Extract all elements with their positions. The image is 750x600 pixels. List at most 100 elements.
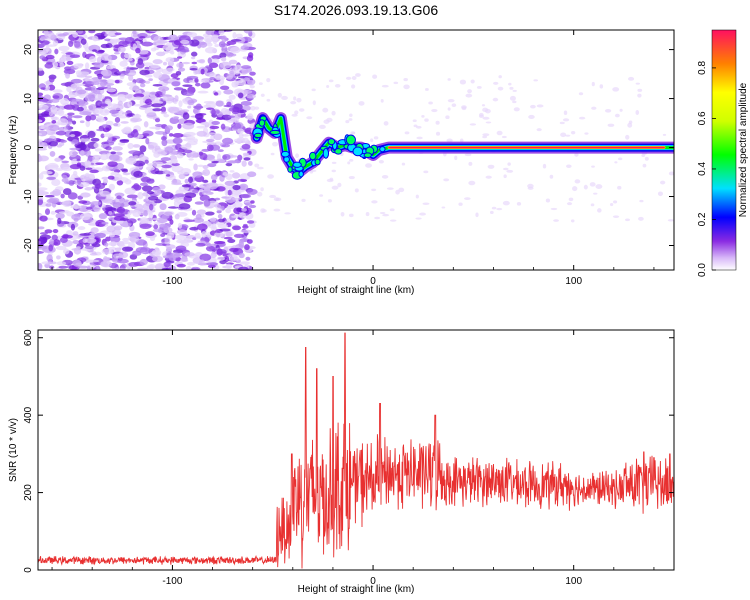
snr-ytick-label: 200 (23, 484, 34, 501)
noise-cell (89, 169, 99, 174)
noise-cell (205, 211, 215, 216)
noise-cell (237, 178, 247, 182)
sparse-cell (485, 121, 492, 124)
noise-cell (139, 145, 147, 153)
noise-cell (88, 30, 96, 34)
noise-cell (249, 85, 255, 89)
sparse-cell (345, 119, 350, 124)
noise-cell (51, 179, 61, 187)
noise-cell (51, 234, 58, 241)
noise-cell (94, 148, 102, 152)
noise-cell (105, 146, 112, 151)
noise-cell (219, 85, 230, 91)
noise-cell (77, 265, 89, 269)
sparse-cell (590, 203, 595, 207)
sparse-cell (644, 156, 649, 161)
sparse-cell (599, 84, 604, 89)
spectrogram-frame (37, 29, 675, 271)
noise-cell (232, 225, 242, 231)
noise-cell (219, 61, 232, 69)
noise-cell (217, 214, 223, 219)
noise-cell (66, 60, 74, 66)
noise-cell (104, 33, 109, 37)
noise-cell (163, 237, 171, 245)
noise-cell (60, 139, 67, 143)
noise-cell (209, 125, 220, 130)
noise-cell (194, 232, 201, 239)
noise-cell (68, 150, 78, 158)
noise-cell (120, 121, 129, 124)
noise-cell (238, 266, 249, 270)
sparse-cell (470, 79, 475, 84)
noise-cell (79, 138, 91, 143)
noise-cell (131, 206, 136, 210)
noise-cell (174, 213, 180, 220)
noise-cell (88, 44, 101, 52)
noise-cell (189, 39, 200, 47)
noise-cell (219, 228, 231, 232)
sparse-cell (331, 161, 337, 164)
noise-cell (171, 158, 178, 164)
noise-cell (214, 197, 221, 201)
sparse-cell (340, 211, 345, 217)
sparse-cell (502, 167, 509, 171)
sparse-cell (446, 138, 453, 143)
sparse-cell (566, 164, 572, 168)
sparse-cell (637, 88, 643, 92)
sparse-cell (625, 218, 630, 222)
noise-cell (107, 161, 118, 167)
sparse-cell (435, 131, 441, 136)
sparse-cell (659, 180, 666, 185)
noise-cell (58, 211, 69, 214)
noise-cell (155, 51, 166, 57)
noise-cell (114, 247, 122, 252)
noise-cell (103, 133, 114, 138)
ridge-blob (352, 146, 364, 157)
noise-cell (198, 59, 206, 64)
sparse-cell (260, 187, 264, 192)
sparse-cell (275, 197, 282, 202)
sparse-cell (372, 74, 378, 79)
noise-cell (226, 99, 232, 103)
noise-cell (108, 58, 113, 66)
sparse-cell (618, 157, 623, 161)
sparse-cell (256, 191, 263, 197)
noise-cell (204, 46, 217, 54)
colorbar-tick-label: 0.6 (697, 111, 708, 125)
noise-cell (190, 51, 198, 57)
noise-cell (160, 157, 171, 162)
noise-cell (52, 40, 59, 46)
noise-cell (186, 31, 198, 38)
noise-cell (244, 202, 252, 207)
sparse-cell (498, 75, 502, 79)
noise-cell (234, 80, 239, 88)
sparse-cell (482, 116, 490, 120)
noise-cell (80, 149, 85, 157)
sparse-cell (583, 184, 588, 190)
noise-cell (106, 225, 116, 233)
noise-cell (241, 105, 252, 111)
sparse-cell (301, 198, 306, 202)
sparse-cell (458, 202, 463, 206)
noise-cell (75, 70, 82, 77)
snr-ytick-label: 600 (23, 329, 34, 346)
noise-cell (235, 33, 243, 38)
noise-cell (151, 100, 164, 105)
sparse-cell (572, 186, 578, 192)
noise-cell (71, 98, 83, 103)
sparse-cell (553, 219, 559, 222)
snr-axes: -100 0 100 0 200 400 600 (23, 329, 674, 587)
noise-cell (39, 55, 46, 60)
sparse-cell (331, 110, 336, 116)
noise-cell (161, 106, 166, 113)
noise-cell (132, 114, 142, 119)
sparse-cell (421, 115, 425, 118)
noise-cell (116, 195, 122, 200)
sparse-cell (416, 136, 423, 140)
noise-cell (186, 75, 199, 80)
sparse-cell (381, 84, 389, 88)
sparse-cell (503, 174, 507, 179)
sparse-cell (403, 84, 410, 90)
colorbar-tick-label: 0.4 (697, 162, 708, 176)
